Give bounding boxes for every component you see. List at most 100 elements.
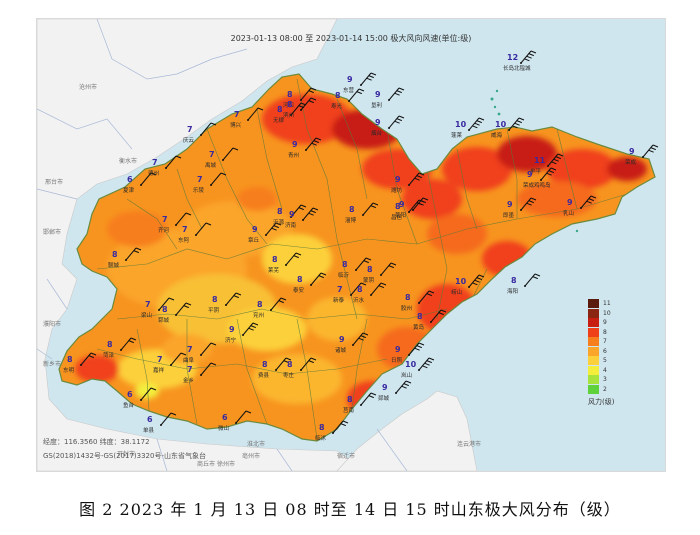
station-name: 崂山 <box>451 290 463 296</box>
station-name: 蒙阴 <box>363 278 375 284</box>
legend-swatch <box>588 327 599 337</box>
wind-barb-icon <box>242 322 259 336</box>
station-name: 日照 <box>391 358 403 364</box>
station-wind-level: 8 <box>67 355 73 364</box>
wind-barb-icon <box>195 222 212 236</box>
station-wind-level: 9 <box>629 147 635 156</box>
map-title: 2023-01-13 08:00 至 2023-01-14 15:00 极大风向… <box>230 34 472 43</box>
station-wind-level: 9 <box>289 210 295 219</box>
station-name: 乳山 <box>563 211 575 217</box>
wind-barb-icon <box>395 380 412 394</box>
outside-city-label: 徐州市 <box>217 461 236 468</box>
station-wind-level: 7 <box>187 345 193 354</box>
station-wind-level: 8 <box>287 90 293 99</box>
station-wind-level: 8 <box>357 285 363 294</box>
wind-barb-icon <box>302 207 319 221</box>
outside-city-label: 沧州市 <box>79 84 98 91</box>
legend-entry: 3 <box>588 375 624 384</box>
wind-barb-icon <box>360 72 377 86</box>
wind-barb-icon <box>642 144 659 158</box>
legend-label: 2 <box>603 385 607 393</box>
legend-label: 11 <box>603 300 611 307</box>
station-wind-level: 7 <box>197 175 203 184</box>
station-wind-level: 9 <box>567 198 573 207</box>
legend-label: 8 <box>603 328 607 336</box>
station-name: 章丘 <box>248 238 260 244</box>
station-name: 夏津 <box>123 188 135 194</box>
station-name: 昌邑 <box>391 215 403 221</box>
wind-barb-icon <box>408 172 425 186</box>
wind-barb-icon <box>200 122 217 136</box>
wind-barbs <box>80 50 659 434</box>
station-wind-level: 9 <box>395 345 401 354</box>
station-name: 临沂 <box>338 273 350 279</box>
station-wind-level: 6 <box>147 415 153 424</box>
station-name: 威海 <box>491 133 503 139</box>
outside-city-label: 淮北市 <box>247 441 266 448</box>
legend-swatch <box>588 375 599 384</box>
wind-barb-icon <box>418 357 435 371</box>
station-wind-level: 9 <box>395 175 401 184</box>
station-name: 博兴 <box>230 123 242 129</box>
station-name: 聊城 <box>108 263 120 269</box>
outside-city-label: 邢台市 <box>45 179 64 186</box>
map-panel[interactable]: 2023-01-13 08:00 至 2023-01-14 15:00 极大风向… <box>36 18 666 472</box>
station-name: 平阴 <box>208 308 220 314</box>
station-wind-level: 8 <box>395 202 401 211</box>
wind-barb-icon <box>350 282 367 296</box>
wind-barb-icon <box>275 357 292 371</box>
legend-title: 风力(级) <box>588 398 615 406</box>
wind-barb-icon <box>140 387 157 401</box>
station-wind-level: 8 <box>162 305 168 314</box>
legend-entry: 7 <box>588 337 624 346</box>
map-canvas[interactable] <box>37 19 665 471</box>
wind-barb-icon <box>310 272 327 286</box>
station-wind-level: 8 <box>212 295 218 304</box>
station-wind-level: 8 <box>347 395 353 404</box>
wind-barb-icon <box>524 273 541 287</box>
station-wind-level: 9 <box>399 200 405 209</box>
legend-label: 5 <box>603 357 607 364</box>
station-wind-level: 8 <box>367 265 373 274</box>
station-wind-level: 10 <box>495 120 507 129</box>
station-wind-level: 8 <box>297 275 303 284</box>
station-name: 金乡 <box>183 378 195 384</box>
station-name: 岚山 <box>401 373 413 379</box>
station-name: 临沭 <box>315 436 327 442</box>
legend-label: 7 <box>603 338 607 345</box>
legend-entry: 9 <box>588 318 624 327</box>
station-name: 郓城 <box>158 318 170 324</box>
legend-swatch <box>588 384 599 394</box>
station-name: 即墨 <box>503 213 515 219</box>
wind-barb-icon <box>200 362 217 376</box>
outside-city-label: 开封市 <box>117 451 136 458</box>
legend-swatch <box>588 337 599 346</box>
wind-barb-icon <box>352 332 369 346</box>
wind-barb-icon <box>408 342 425 356</box>
station-name: 荣成鸡鸣岛 <box>523 183 551 189</box>
outside-city-label: 宿迁市 <box>337 453 356 460</box>
station-wind-level: 8 <box>277 207 283 216</box>
coordinate-readout: 经度：116.3560 纬度：38.1172 <box>43 438 150 446</box>
station-wind-level: 9 <box>229 325 235 334</box>
station-name: 莒南 <box>343 408 355 414</box>
figure-caption: 图 2 2023 年 1 月 13 日 08 时至 14 日 15 时山东极大风… <box>79 500 621 519</box>
wind-barb-icon <box>305 137 322 151</box>
wind-barb-icon <box>580 195 597 209</box>
station-wind-level: 8 <box>107 340 113 349</box>
station-wind-level: 9 <box>292 140 298 149</box>
station-wind-level: 10 <box>405 360 417 369</box>
station-name: 海阳 <box>507 289 519 295</box>
station-wind-level: 7 <box>182 225 188 234</box>
station-name: 沂源 <box>273 220 285 226</box>
station-wind-level: 8 <box>277 105 283 114</box>
station-wind-level: 8 <box>405 293 411 302</box>
station-wind-level: 8 <box>511 276 517 285</box>
wind-barb-icon <box>170 352 187 366</box>
station-wind-level: 9 <box>339 335 345 344</box>
legend-label: 9 <box>603 319 607 326</box>
wind-barb-icon <box>270 297 287 311</box>
station-name: 禹城 <box>205 163 217 169</box>
station-wind-level: 7 <box>209 150 215 159</box>
station-name: 曲阜 <box>183 358 195 364</box>
